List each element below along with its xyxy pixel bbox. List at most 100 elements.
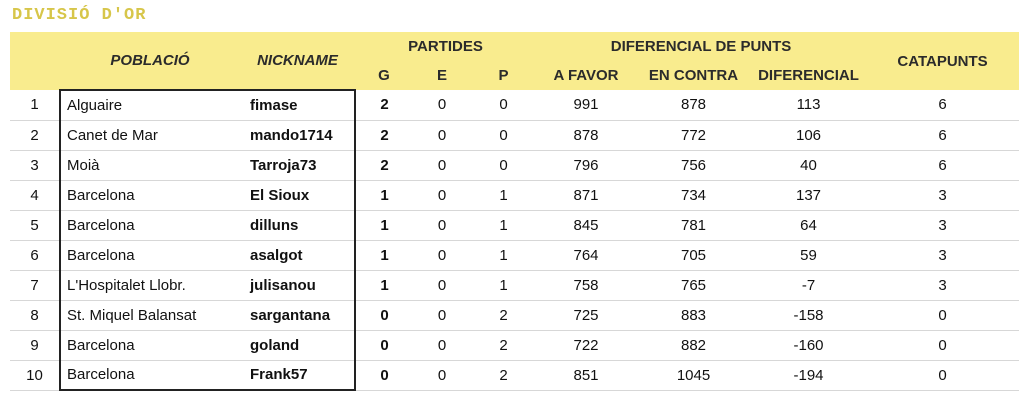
town-cell: Moià bbox=[59, 150, 240, 181]
header-partides: PARTIDES bbox=[355, 32, 537, 61]
catapunts-cell: 3 bbox=[866, 210, 1020, 241]
header-catapunts: CATAPUNTS bbox=[866, 32, 1020, 90]
points-for-cell: 758 bbox=[536, 270, 637, 301]
town-cell: Barcelona bbox=[59, 240, 240, 271]
draws-cell: 0 bbox=[413, 150, 471, 181]
town-cell: Alguaire bbox=[59, 89, 240, 121]
town-cell: Barcelona bbox=[59, 210, 240, 241]
catapunts-cell: 0 bbox=[866, 330, 1020, 361]
header-rank bbox=[10, 32, 60, 90]
rank-cell: 5 bbox=[10, 210, 60, 241]
point-diff-cell: -160 bbox=[751, 330, 867, 361]
nickname-cell: julisanou bbox=[240, 270, 356, 301]
losses-cell: 2 bbox=[471, 300, 537, 331]
catapunts-cell: 6 bbox=[866, 150, 1020, 181]
points-against-cell: 772 bbox=[636, 120, 752, 151]
points-for-cell: 851 bbox=[536, 360, 637, 391]
page-title: DIVISIÓ D'OR bbox=[12, 6, 147, 25]
table-row: 9 Barcelona goland 0 0 2 722 882 -160 0 bbox=[10, 330, 1020, 361]
draws-cell: 0 bbox=[413, 330, 471, 361]
points-for-cell: 991 bbox=[536, 90, 637, 121]
rank-cell: 9 bbox=[10, 330, 60, 361]
rank-cell: 10 bbox=[10, 360, 60, 391]
points-for-cell: 796 bbox=[536, 150, 637, 181]
header-poblacio: POBLACIÓ bbox=[60, 32, 240, 90]
header-p: P bbox=[471, 61, 537, 90]
points-against-cell: 756 bbox=[636, 150, 752, 181]
point-diff-cell: 106 bbox=[751, 120, 867, 151]
point-diff-cell: -7 bbox=[751, 270, 867, 301]
points-against-cell: 882 bbox=[636, 330, 752, 361]
points-against-cell: 781 bbox=[636, 210, 752, 241]
town-cell: L'Hospitalet Llobr. bbox=[59, 270, 240, 301]
catapunts-cell: 3 bbox=[866, 270, 1020, 301]
wins-cell: 2 bbox=[355, 120, 413, 151]
rank-cell: 4 bbox=[10, 180, 60, 211]
point-diff-cell: -194 bbox=[751, 360, 867, 391]
point-diff-cell: 59 bbox=[751, 240, 867, 271]
point-diff-cell: 113 bbox=[751, 90, 867, 121]
table-row: 7 L'Hospitalet Llobr. julisanou 1 0 1 758 765 -7… bbox=[10, 270, 1020, 301]
table-row: 4 Barcelona El Sioux 1 0 1 871 734 137 3 bbox=[10, 180, 1020, 211]
wins-cell: 0 bbox=[355, 300, 413, 331]
town-cell: Barcelona bbox=[59, 180, 240, 211]
losses-cell: 2 bbox=[471, 360, 537, 391]
wins-cell: 1 bbox=[355, 270, 413, 301]
points-for-cell: 878 bbox=[536, 120, 637, 151]
table-row: 6 Barcelona asalgot 1 0 1 764 705 59 3 bbox=[10, 240, 1020, 271]
points-for-cell: 871 bbox=[536, 180, 637, 211]
table-header: POBLACIÓ NICKNAME PARTIDES DIFERENCIAL D… bbox=[10, 32, 1020, 90]
catapunts-cell: 0 bbox=[866, 360, 1020, 391]
draws-cell: 0 bbox=[413, 120, 471, 151]
rank-cell: 8 bbox=[10, 300, 60, 331]
header-a-favor: A FAVOR bbox=[536, 61, 637, 90]
table-row: 10 Barcelona Frank57 0 0 2 851 1045 -194 0 bbox=[10, 360, 1020, 391]
town-cell: St. Miquel Balansat bbox=[59, 300, 240, 331]
rank-cell: 7 bbox=[10, 270, 60, 301]
catapunts-cell: 3 bbox=[866, 240, 1020, 271]
town-cell: Barcelona bbox=[59, 330, 240, 361]
wins-cell: 0 bbox=[355, 330, 413, 361]
table-row: 5 Barcelona dilluns 1 0 1 845 781 64 3 bbox=[10, 210, 1020, 241]
rank-cell: 6 bbox=[10, 240, 60, 271]
draws-cell: 0 bbox=[413, 90, 471, 121]
nickname-cell: dilluns bbox=[240, 210, 356, 241]
wins-cell: 2 bbox=[355, 90, 413, 121]
nickname-cell: goland bbox=[240, 330, 356, 361]
wins-cell: 0 bbox=[355, 360, 413, 391]
points-against-cell: 878 bbox=[636, 90, 752, 121]
points-against-cell: 734 bbox=[636, 180, 752, 211]
losses-cell: 0 bbox=[471, 120, 537, 151]
nickname-cell: sargantana bbox=[240, 300, 356, 331]
wins-cell: 2 bbox=[355, 150, 413, 181]
header-diferencial: DIFERENCIAL bbox=[751, 61, 867, 90]
header-nickname: NICKNAME bbox=[240, 32, 355, 90]
rank-cell: 2 bbox=[10, 120, 60, 151]
wins-cell: 1 bbox=[355, 240, 413, 271]
table-row: 8 St. Miquel Balansat sargantana 0 0 2 725 883-… bbox=[10, 300, 1020, 331]
nickname-cell: asalgot bbox=[240, 240, 356, 271]
point-diff-cell: -158 bbox=[751, 300, 867, 331]
rank-cell: 1 bbox=[10, 90, 60, 121]
table-row: 3 Moià Tarroja73 2 0 0 796 756 40 6 bbox=[10, 150, 1020, 181]
points-against-cell: 883 bbox=[636, 300, 752, 331]
nickname-cell: fimase bbox=[240, 89, 356, 121]
catapunts-cell: 6 bbox=[866, 90, 1020, 121]
draws-cell: 0 bbox=[413, 240, 471, 271]
catapunts-cell: 6 bbox=[866, 120, 1020, 151]
draws-cell: 0 bbox=[413, 210, 471, 241]
draws-cell: 0 bbox=[413, 270, 471, 301]
point-diff-cell: 137 bbox=[751, 180, 867, 211]
table-row: 2 Canet de Mar mando1714 2 0 0 878 772 106 6 bbox=[10, 120, 1020, 151]
nickname-cell: El Sioux bbox=[240, 180, 356, 211]
points-against-cell: 705 bbox=[636, 240, 752, 271]
points-for-cell: 764 bbox=[536, 240, 637, 271]
table-row: 1 Alguaire fimase 2 0 0 991 878 113 6 bbox=[10, 89, 1020, 121]
standings-table: POBLACIÓ NICKNAME PARTIDES DIFERENCIAL D… bbox=[10, 32, 1020, 391]
nickname-cell: mando1714 bbox=[240, 120, 356, 151]
wins-cell: 1 bbox=[355, 180, 413, 211]
header-g: G bbox=[355, 61, 413, 90]
losses-cell: 0 bbox=[471, 90, 537, 121]
points-for-cell: 725 bbox=[536, 300, 637, 331]
header-diferencial-group: DIFERENCIAL DE PUNTS bbox=[536, 32, 867, 61]
